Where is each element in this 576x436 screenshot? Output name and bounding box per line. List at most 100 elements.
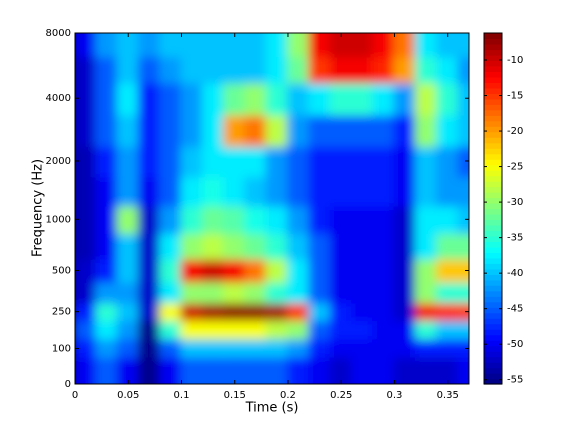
- heatmap-cell: [265, 280, 289, 304]
- heatmap-cell: [286, 337, 311, 358]
- heatmap-cell: [393, 55, 417, 84]
- colorbar-swatch: [484, 148, 502, 155]
- heatmap-cell: [137, 55, 162, 84]
- heatmap-cell: [75, 232, 98, 260]
- heatmap-cell: [372, 337, 396, 358]
- heatmap-cell: [116, 337, 140, 358]
- heatmap-cell: [329, 257, 353, 283]
- heatmap-cell: [350, 337, 375, 358]
- colorbar-swatch: [484, 241, 502, 248]
- heatmap-cell: [95, 33, 119, 58]
- colorbar-swatch: [484, 356, 502, 363]
- colorbar-swatch: [484, 54, 502, 62]
- heatmap-cell: [372, 81, 396, 116]
- x-tick-label: 0.25: [330, 390, 352, 401]
- heatmap-cell: [137, 33, 162, 58]
- heatmap-cell: [393, 280, 417, 304]
- heatmap-cell: [457, 81, 469, 116]
- heatmap-cell: [372, 113, 396, 147]
- colorbar-tick-label: -15: [507, 91, 523, 102]
- heatmap-cell: [329, 319, 353, 340]
- heatmap-cell: [286, 175, 311, 207]
- heatmap-cell: [329, 232, 353, 260]
- heatmap-cell: [457, 204, 469, 235]
- x-tick-label: 0.3: [387, 390, 403, 401]
- colorbar-swatch: [484, 38, 502, 45]
- heatmap-cell: [137, 113, 162, 147]
- heatmap-cell: [393, 319, 417, 340]
- heatmap-cell: [75, 81, 98, 116]
- heatmap-cell: [201, 81, 226, 116]
- heatmap-cell: [75, 113, 98, 147]
- heatmap-cell: [95, 337, 119, 358]
- colorbar-tick-label: -45: [507, 304, 523, 315]
- heatmap-cell: [223, 257, 247, 283]
- heatmap-cell: [286, 257, 311, 283]
- heatmap-cell: [159, 175, 183, 207]
- heatmap-cell: [201, 355, 226, 384]
- colorbar-swatch: [484, 323, 502, 330]
- colorbar-swatch: [484, 71, 502, 78]
- colorbar-swatch: [484, 279, 502, 286]
- heatmap-cell: [265, 204, 289, 235]
- heatmap-cell: [265, 257, 289, 283]
- heatmap-cell: [201, 144, 226, 178]
- heatmap-cell: [286, 113, 311, 147]
- colorbar-swatch: [484, 33, 502, 40]
- heatmap-cell: [137, 280, 162, 304]
- heatmap-cell: [436, 55, 460, 84]
- heatmap-cells: [75, 33, 469, 384]
- colorbar-swatch: [484, 60, 502, 67]
- heatmap-cell: [372, 144, 396, 178]
- heatmap-cell: [372, 301, 396, 322]
- heatmap-cell: [159, 319, 183, 340]
- heatmap-cell: [329, 175, 353, 207]
- heatmap-cell: [180, 113, 204, 147]
- heatmap-cell: [286, 55, 311, 84]
- colorbar-swatch: [484, 181, 502, 188]
- heatmap-cell: [201, 337, 226, 358]
- colorbar-swatch: [484, 98, 502, 105]
- heatmap-cell: [244, 232, 268, 260]
- heatmap-cell: [329, 113, 353, 147]
- heatmap-cell: [414, 355, 439, 384]
- heatmap-cell: [223, 301, 247, 322]
- colorbar-swatch: [484, 159, 502, 166]
- heatmap-cell: [350, 175, 375, 207]
- colorbar-tick-label: -55: [507, 375, 523, 386]
- heatmap-cell: [223, 33, 247, 58]
- heatmap-cell: [116, 232, 140, 260]
- heatmap: [75, 33, 469, 384]
- heatmap-cell: [308, 144, 332, 178]
- heatmap-cell: [116, 257, 140, 283]
- heatmap-cell: [436, 280, 460, 304]
- heatmap-cell: [286, 232, 311, 260]
- heatmap-cell: [95, 204, 119, 235]
- colorbar-swatch: [484, 104, 502, 111]
- heatmap-cell: [457, 337, 469, 358]
- heatmap-cell: [265, 337, 289, 358]
- x-tick-label: 0.2: [280, 390, 296, 401]
- heatmap-cell: [393, 301, 417, 322]
- heatmap-cell: [180, 55, 204, 84]
- heatmap-cell: [159, 257, 183, 283]
- heatmap-cell: [95, 301, 119, 322]
- heatmap-cell: [244, 113, 268, 147]
- heatmap-cell: [95, 113, 119, 147]
- heatmap-cell: [137, 232, 162, 260]
- heatmap-cell: [116, 280, 140, 304]
- heatmap-cell: [75, 280, 98, 304]
- heatmap-cell: [393, 175, 417, 207]
- heatmap-cell: [244, 257, 268, 283]
- heatmap-cell: [372, 175, 396, 207]
- y-tick-label: 1000: [46, 214, 71, 225]
- heatmap-cell: [137, 301, 162, 322]
- heatmap-cell: [116, 55, 140, 84]
- heatmap-cell: [286, 204, 311, 235]
- heatmap-cell: [265, 175, 289, 207]
- heatmap-cell: [95, 280, 119, 304]
- heatmap-cell: [414, 81, 439, 116]
- heatmap-cell: [457, 113, 469, 147]
- y-tick-label: 250: [52, 307, 71, 318]
